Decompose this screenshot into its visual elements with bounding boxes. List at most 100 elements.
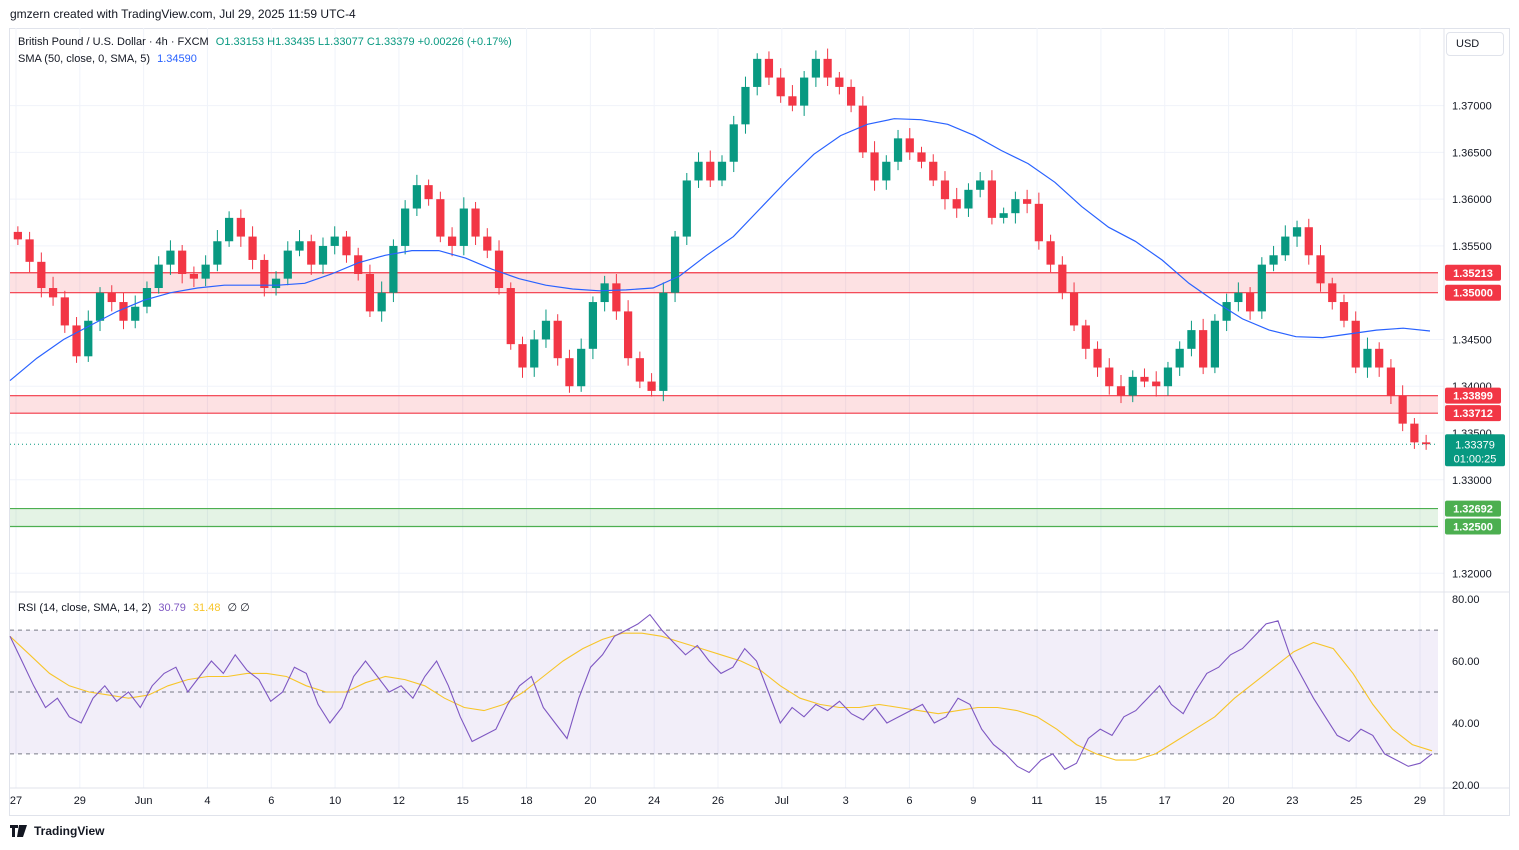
candle-body (1210, 320, 1219, 368)
x-tick-label: 20 (1222, 795, 1234, 807)
candle-body (236, 217, 245, 237)
resistance-zone (10, 272, 1438, 293)
x-tick-label: 25 (1350, 795, 1362, 807)
candle-body (201, 264, 210, 279)
candle-body (1128, 376, 1137, 396)
candle-body (412, 185, 421, 209)
rsi-tick-label: 20.00 (1452, 780, 1480, 792)
candle-body (1105, 367, 1114, 387)
candle-body (1011, 199, 1020, 214)
candle-body (119, 302, 128, 321)
candle-body (1023, 199, 1032, 204)
zone-price-badge (1445, 264, 1501, 281)
candle-body (506, 288, 515, 345)
candle-body (893, 138, 903, 162)
candle-body (142, 288, 152, 307)
candle-body (342, 236, 351, 256)
candle-body (424, 185, 433, 200)
grid-lines (10, 28, 1509, 816)
zone-price-badge (1445, 500, 1501, 517)
candle-body (48, 288, 58, 298)
rsi-extra: ∅ ∅ (227, 602, 250, 614)
candle-body (365, 273, 375, 312)
candle-body (530, 339, 539, 368)
last-price-label: 1.33379 (1455, 439, 1495, 451)
candle-body (870, 152, 879, 181)
candle-body (706, 161, 715, 181)
tradingview-logo-icon (10, 825, 27, 837)
candle-body (823, 58, 832, 78)
price-tick-label: 1.36500 (1452, 147, 1492, 159)
x-tick-label: 29 (74, 795, 86, 807)
candle-body (1316, 255, 1325, 284)
candle-body (436, 199, 445, 237)
currency-label: USD (1456, 38, 1480, 50)
candle-body (1339, 302, 1349, 321)
resistance-zone (10, 395, 1438, 414)
candle-body (84, 320, 93, 357)
x-tick-label: 12 (393, 795, 405, 807)
candle-body (929, 161, 938, 181)
candle-body (964, 189, 973, 209)
price-tick-label: 1.37000 (1452, 101, 1492, 113)
candle-body (401, 208, 410, 246)
candle-body (940, 180, 950, 200)
candle-body (788, 96, 797, 106)
x-tick-label: 23 (1286, 795, 1298, 807)
rsi-pane (9, 613, 1438, 774)
x-tick-label: Jun (135, 795, 153, 807)
candle-body (776, 77, 785, 97)
candle-body (1281, 236, 1290, 256)
candle-body (764, 58, 774, 78)
candle-body (518, 344, 527, 368)
candle-body (494, 250, 504, 289)
rsi-legend: RSI (14, close, SMA, 14, 2) 30.79 31.48 … (18, 601, 254, 614)
currency-button[interactable]: USD (1446, 32, 1504, 56)
candle-body (858, 105, 867, 153)
tradingview-logo[interactable]: TradingView (10, 824, 104, 838)
x-tick-label: 15 (457, 795, 469, 807)
candle-body (811, 58, 820, 78)
candle-body (976, 180, 985, 190)
candle-body (987, 180, 997, 218)
rsi-value: 30.79 (158, 602, 186, 614)
x-tick-label: 15 (1095, 795, 1107, 807)
candle-body (670, 236, 680, 293)
x-tick-label: 10 (329, 795, 341, 807)
candle-body (1292, 227, 1302, 237)
rsi-label: RSI (14, close, SMA, 14, 2) (18, 602, 152, 614)
candle-body (612, 283, 621, 312)
zone-price-badge (1445, 518, 1501, 535)
candle-body (553, 320, 562, 359)
candle-body (354, 255, 363, 274)
candle-body (1375, 348, 1384, 368)
candle-body (999, 213, 1008, 218)
candle-body (1245, 292, 1255, 312)
candle-body (905, 138, 914, 153)
candle-body (1351, 320, 1360, 368)
sma-path (9, 118, 1431, 382)
zone-price-label: 1.35000 (1453, 288, 1493, 300)
price-tick-label: 1.34500 (1452, 334, 1492, 346)
rsi-ma-value: 31.48 (192, 602, 221, 614)
candle-body (1152, 381, 1161, 387)
candle-body (72, 325, 81, 357)
candle-body (1140, 376, 1149, 382)
rsi-line (9, 613, 1433, 774)
candle-body (377, 292, 386, 312)
candle-body (846, 86, 856, 106)
logo-text: TradingView (34, 824, 105, 838)
zone-price-label: 1.32500 (1453, 522, 1493, 534)
candle-body (577, 348, 586, 387)
candle-body (318, 245, 328, 265)
candle-body (1363, 348, 1372, 368)
main-legend: British Pound / U.S. Dollar · 4h · FXCM … (18, 36, 516, 48)
candle-body (729, 124, 738, 162)
candle-body (541, 320, 551, 340)
candle-body (1116, 386, 1126, 396)
x-tick-label: 4 (204, 795, 210, 807)
candle-body (25, 239, 34, 262)
candle-body (635, 358, 644, 382)
candle-body (447, 236, 457, 246)
